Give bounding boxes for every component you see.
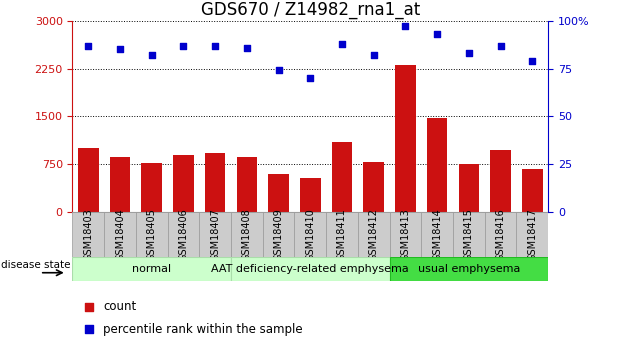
Point [83,43,93,48]
Text: GSM18406: GSM18406 [178,208,188,261]
Bar [358,212,389,257]
Text: GSM18405: GSM18405 [147,208,157,261]
Bar [522,169,542,212]
Bar [78,148,99,212]
Title: GDS670 / Z14982_rna1_at: GDS670 / Z14982_rna1_at [200,1,420,19]
Bar [168,212,199,257]
Point [84,304,94,309]
Point [369,52,379,58]
Text: GSM18407: GSM18407 [210,208,220,261]
Point [495,43,505,48]
Bar [395,65,416,212]
Text: GSM18411: GSM18411 [337,208,347,261]
Point [432,31,442,37]
Bar [453,212,484,257]
Point [84,327,94,332]
Text: GSM18409: GSM18409 [273,208,284,261]
Bar [141,163,162,212]
Bar [231,212,263,257]
Point [337,41,347,47]
Text: GSM18410: GSM18410 [306,208,315,261]
Text: GSM18404: GSM18404 [115,208,125,261]
Text: GSM18415: GSM18415 [464,208,474,261]
Text: normal: normal [132,264,171,274]
Point [147,52,157,58]
Point [305,76,315,81]
Bar [173,155,194,212]
Bar [389,212,421,257]
Bar [459,164,479,212]
Text: GSM18408: GSM18408 [242,208,252,261]
Bar [490,150,511,212]
Text: GSM18413: GSM18413 [401,208,410,261]
Bar [199,212,231,257]
Point [242,45,252,50]
Bar [427,118,447,212]
Bar [484,212,517,257]
Bar [263,212,294,257]
Text: percentile rank within the sample: percentile rank within the sample [103,323,303,336]
Text: GSM18412: GSM18412 [369,208,379,261]
Point [115,47,125,52]
Bar [205,154,226,212]
Bar [231,257,389,281]
Bar [421,212,453,257]
Point [464,50,474,56]
Bar [136,212,168,257]
Bar [331,142,352,212]
Point [401,24,411,29]
Point [527,58,537,64]
Bar [294,212,326,257]
Point [210,43,220,48]
Bar [517,212,548,257]
Text: AAT deficiency-related emphysema: AAT deficiency-related emphysema [212,264,409,274]
Text: GSM18416: GSM18416 [496,208,505,261]
Bar [110,157,130,212]
Bar [300,178,321,212]
Bar [268,174,289,212]
Bar [364,162,384,212]
Bar [72,257,231,281]
Text: disease state: disease state [1,260,71,270]
Text: GSM18414: GSM18414 [432,208,442,261]
Point [178,43,188,48]
Bar [389,257,548,281]
Text: usual emphysema: usual emphysema [418,264,520,274]
Bar [72,212,104,257]
Text: count: count [103,300,137,313]
Bar [236,157,257,212]
Text: GSM18403: GSM18403 [83,208,93,261]
Point [273,68,284,73]
Bar [104,212,136,257]
Text: GSM18417: GSM18417 [527,208,537,261]
Bar [326,212,358,257]
